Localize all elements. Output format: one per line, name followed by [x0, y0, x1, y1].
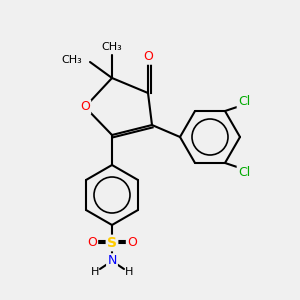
- Text: CH₃: CH₃: [102, 42, 122, 52]
- Text: H: H: [125, 267, 133, 277]
- Text: CH₃: CH₃: [61, 55, 82, 65]
- Text: S: S: [107, 236, 117, 250]
- Text: O: O: [87, 236, 97, 248]
- Text: Cl: Cl: [238, 94, 250, 107]
- Text: O: O: [143, 50, 153, 64]
- Text: N: N: [107, 254, 117, 268]
- Text: O: O: [80, 100, 90, 113]
- Text: H: H: [91, 267, 99, 277]
- Text: O: O: [127, 236, 137, 248]
- Text: Cl: Cl: [238, 167, 250, 179]
